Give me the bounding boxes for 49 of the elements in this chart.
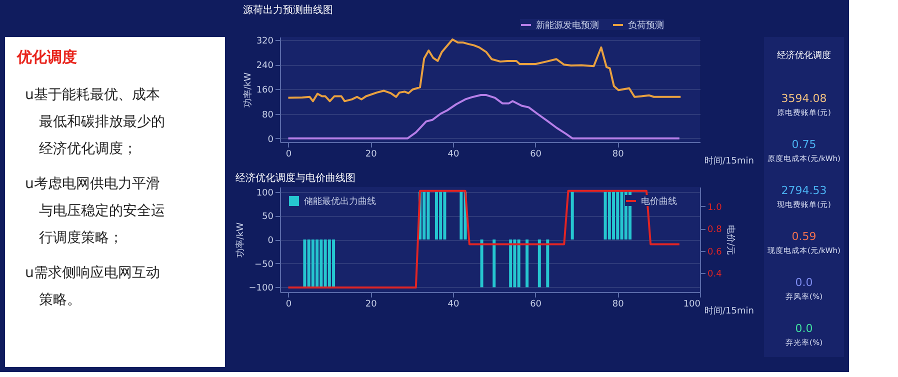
y-tick-label: −100 bbox=[248, 284, 274, 294]
y-tick-label: 100 bbox=[256, 188, 274, 198]
y-tick-label: 0 bbox=[268, 236, 274, 246]
legend-label: 新能源发电预测 bbox=[536, 20, 599, 31]
x-axis-title: 时间/15min bbox=[704, 306, 754, 316]
text: 0.75 bbox=[792, 138, 816, 151]
legend-label: 储能最优出力曲线 bbox=[304, 196, 376, 207]
y-tick-label: 320 bbox=[256, 36, 274, 47]
x-tick-label: 20 bbox=[365, 300, 378, 310]
text: 经济优化调度 bbox=[777, 50, 831, 61]
text: 优化调度 bbox=[16, 48, 77, 66]
chart-title: 经济优化调度与电价曲线图 bbox=[235, 172, 356, 184]
text: 0.0 bbox=[795, 322, 813, 335]
y2-tick-label: 0.8 bbox=[708, 225, 722, 236]
x-tick-label: 0 bbox=[286, 300, 292, 310]
y-tick-label: 50 bbox=[262, 212, 274, 222]
y-tick-label: 240 bbox=[256, 61, 274, 72]
y2-axis-title: 电价/元 bbox=[724, 224, 736, 256]
text: u基于能耗最优、成本最低和碳排放最少的经济优化调度； bbox=[25, 87, 165, 157]
x-tick-label: 40 bbox=[448, 300, 460, 310]
y-axis-title: 功率/kW bbox=[242, 72, 254, 108]
x-tick-label: 80 bbox=[612, 150, 624, 160]
y2-tick-label: 0.6 bbox=[708, 247, 722, 258]
legend-label: 负荷预测 bbox=[628, 20, 664, 31]
y-tick-label: 160 bbox=[256, 86, 274, 96]
text: 2794.53 bbox=[781, 184, 827, 197]
text: 0.0 bbox=[795, 276, 813, 289]
text: u需求侧响应电网互动策略。 bbox=[25, 265, 160, 308]
x-tick-label: 100 bbox=[683, 300, 701, 310]
line-series bbox=[287, 94, 680, 140]
y-tick-label: 0 bbox=[268, 134, 274, 145]
y-tick-label: 80 bbox=[262, 110, 274, 120]
y-tick-label: −50 bbox=[254, 260, 274, 270]
x-axis-title: 时间/15min bbox=[704, 156, 754, 166]
y2-tick-label: 1.0 bbox=[708, 202, 722, 213]
legend-label: 电价曲线 bbox=[641, 196, 677, 207]
x-tick-label: 60 bbox=[530, 300, 542, 310]
x-tick-label: 80 bbox=[612, 300, 624, 310]
y-axis-title: 功率/kW bbox=[234, 222, 246, 258]
line-series bbox=[287, 38, 682, 102]
x-tick-label: 60 bbox=[530, 150, 542, 160]
chart-title: 源荷出力预测曲线图 bbox=[242, 4, 333, 16]
x-tick-label: 40 bbox=[448, 150, 460, 160]
text: 3594.08 bbox=[781, 92, 827, 105]
text: 0.59 bbox=[792, 230, 816, 243]
text: u考虑电网供电力平滑与电压稳定的安全运行调度策略； bbox=[25, 176, 165, 246]
x-tick-label: 0 bbox=[286, 150, 292, 160]
y2-tick-label: 0.4 bbox=[708, 270, 722, 280]
x-tick-label: 20 bbox=[365, 150, 378, 160]
